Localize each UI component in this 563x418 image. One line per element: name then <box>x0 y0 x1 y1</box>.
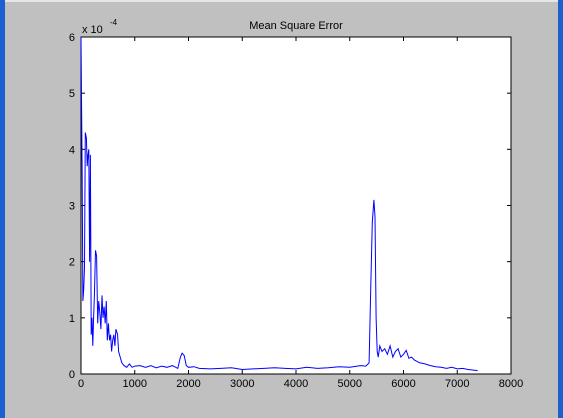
window-top-border <box>5 0 558 2</box>
x-tick-label: 8000 <box>499 378 523 390</box>
mse-series-line <box>80 36 478 372</box>
y-exponent-base: x 10 <box>82 24 103 36</box>
window-right-border <box>558 0 563 418</box>
x-tick-label: 2000 <box>176 378 200 390</box>
plot-area <box>80 36 512 375</box>
x-tick-label: 6000 <box>391 378 415 390</box>
x-tick-label: 0 <box>78 378 84 390</box>
x-tick-label: 3000 <box>230 378 254 390</box>
y-tick-label: 3 <box>69 201 75 213</box>
y-exponent-power: -4 <box>110 18 118 27</box>
x-tick-label: 5000 <box>338 378 362 390</box>
y-tick-label: 0 <box>69 369 75 381</box>
x-tick-label: 4000 <box>284 378 308 390</box>
y-tick-label: 6 <box>69 32 75 44</box>
x-tick-label: 7000 <box>445 378 469 390</box>
window-left-border <box>0 0 5 418</box>
y-tick-label: 1 <box>69 313 75 325</box>
x-axis: 0 1000 2000 3000 4000 5000 6000 7000 8000 <box>78 37 523 390</box>
x-tick-label: 1000 <box>123 378 147 390</box>
y-axis-exponent: x 10 -4 <box>82 18 118 36</box>
y-tick-label: 4 <box>69 144 75 156</box>
y-tick-label: 5 <box>69 88 75 100</box>
y-tick-label: 2 <box>69 257 75 269</box>
chart-title: Mean Square Error <box>249 20 343 32</box>
